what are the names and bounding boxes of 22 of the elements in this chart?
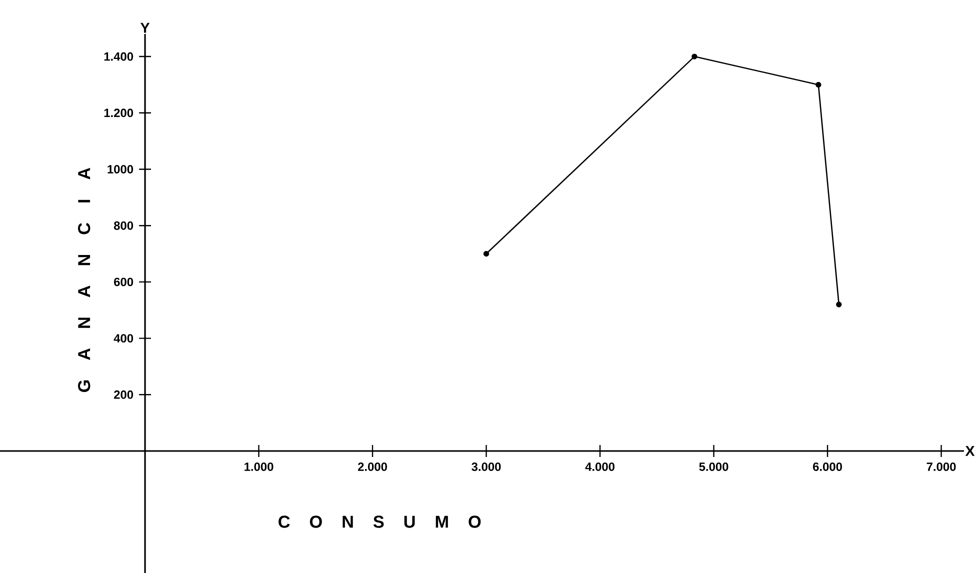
x-tick-label: 5.000 bbox=[699, 462, 728, 471]
x-tick-label: 2.000 bbox=[358, 462, 387, 471]
point bbox=[816, 82, 822, 88]
y-axis-title: G A N A N C I A bbox=[78, 168, 90, 392]
x-tick-label: 4.000 bbox=[585, 462, 614, 471]
x-axis-title: C O N S U M O bbox=[278, 516, 481, 528]
y-tick-label: 600 bbox=[114, 278, 134, 286]
y-tick-label: 1.200 bbox=[104, 108, 134, 118]
x-tick-label: 6.000 bbox=[812, 462, 842, 471]
x-tick-label: 1.000 bbox=[244, 462, 274, 471]
y-tick-label: 1000 bbox=[108, 165, 134, 174]
y-tick-label: 200 bbox=[114, 390, 134, 399]
y-tick-label: 1.400 bbox=[104, 52, 134, 61]
text: X bbox=[965, 446, 975, 456]
point bbox=[483, 250, 490, 257]
text: Y bbox=[140, 22, 150, 33]
point bbox=[692, 54, 698, 60]
y-tick-label: 400 bbox=[114, 334, 134, 343]
x-tick-label: 7.000 bbox=[926, 462, 956, 471]
point bbox=[836, 302, 842, 308]
x-tick-label: 3.000 bbox=[472, 462, 501, 471]
y-tick-label: 800 bbox=[114, 221, 134, 230]
